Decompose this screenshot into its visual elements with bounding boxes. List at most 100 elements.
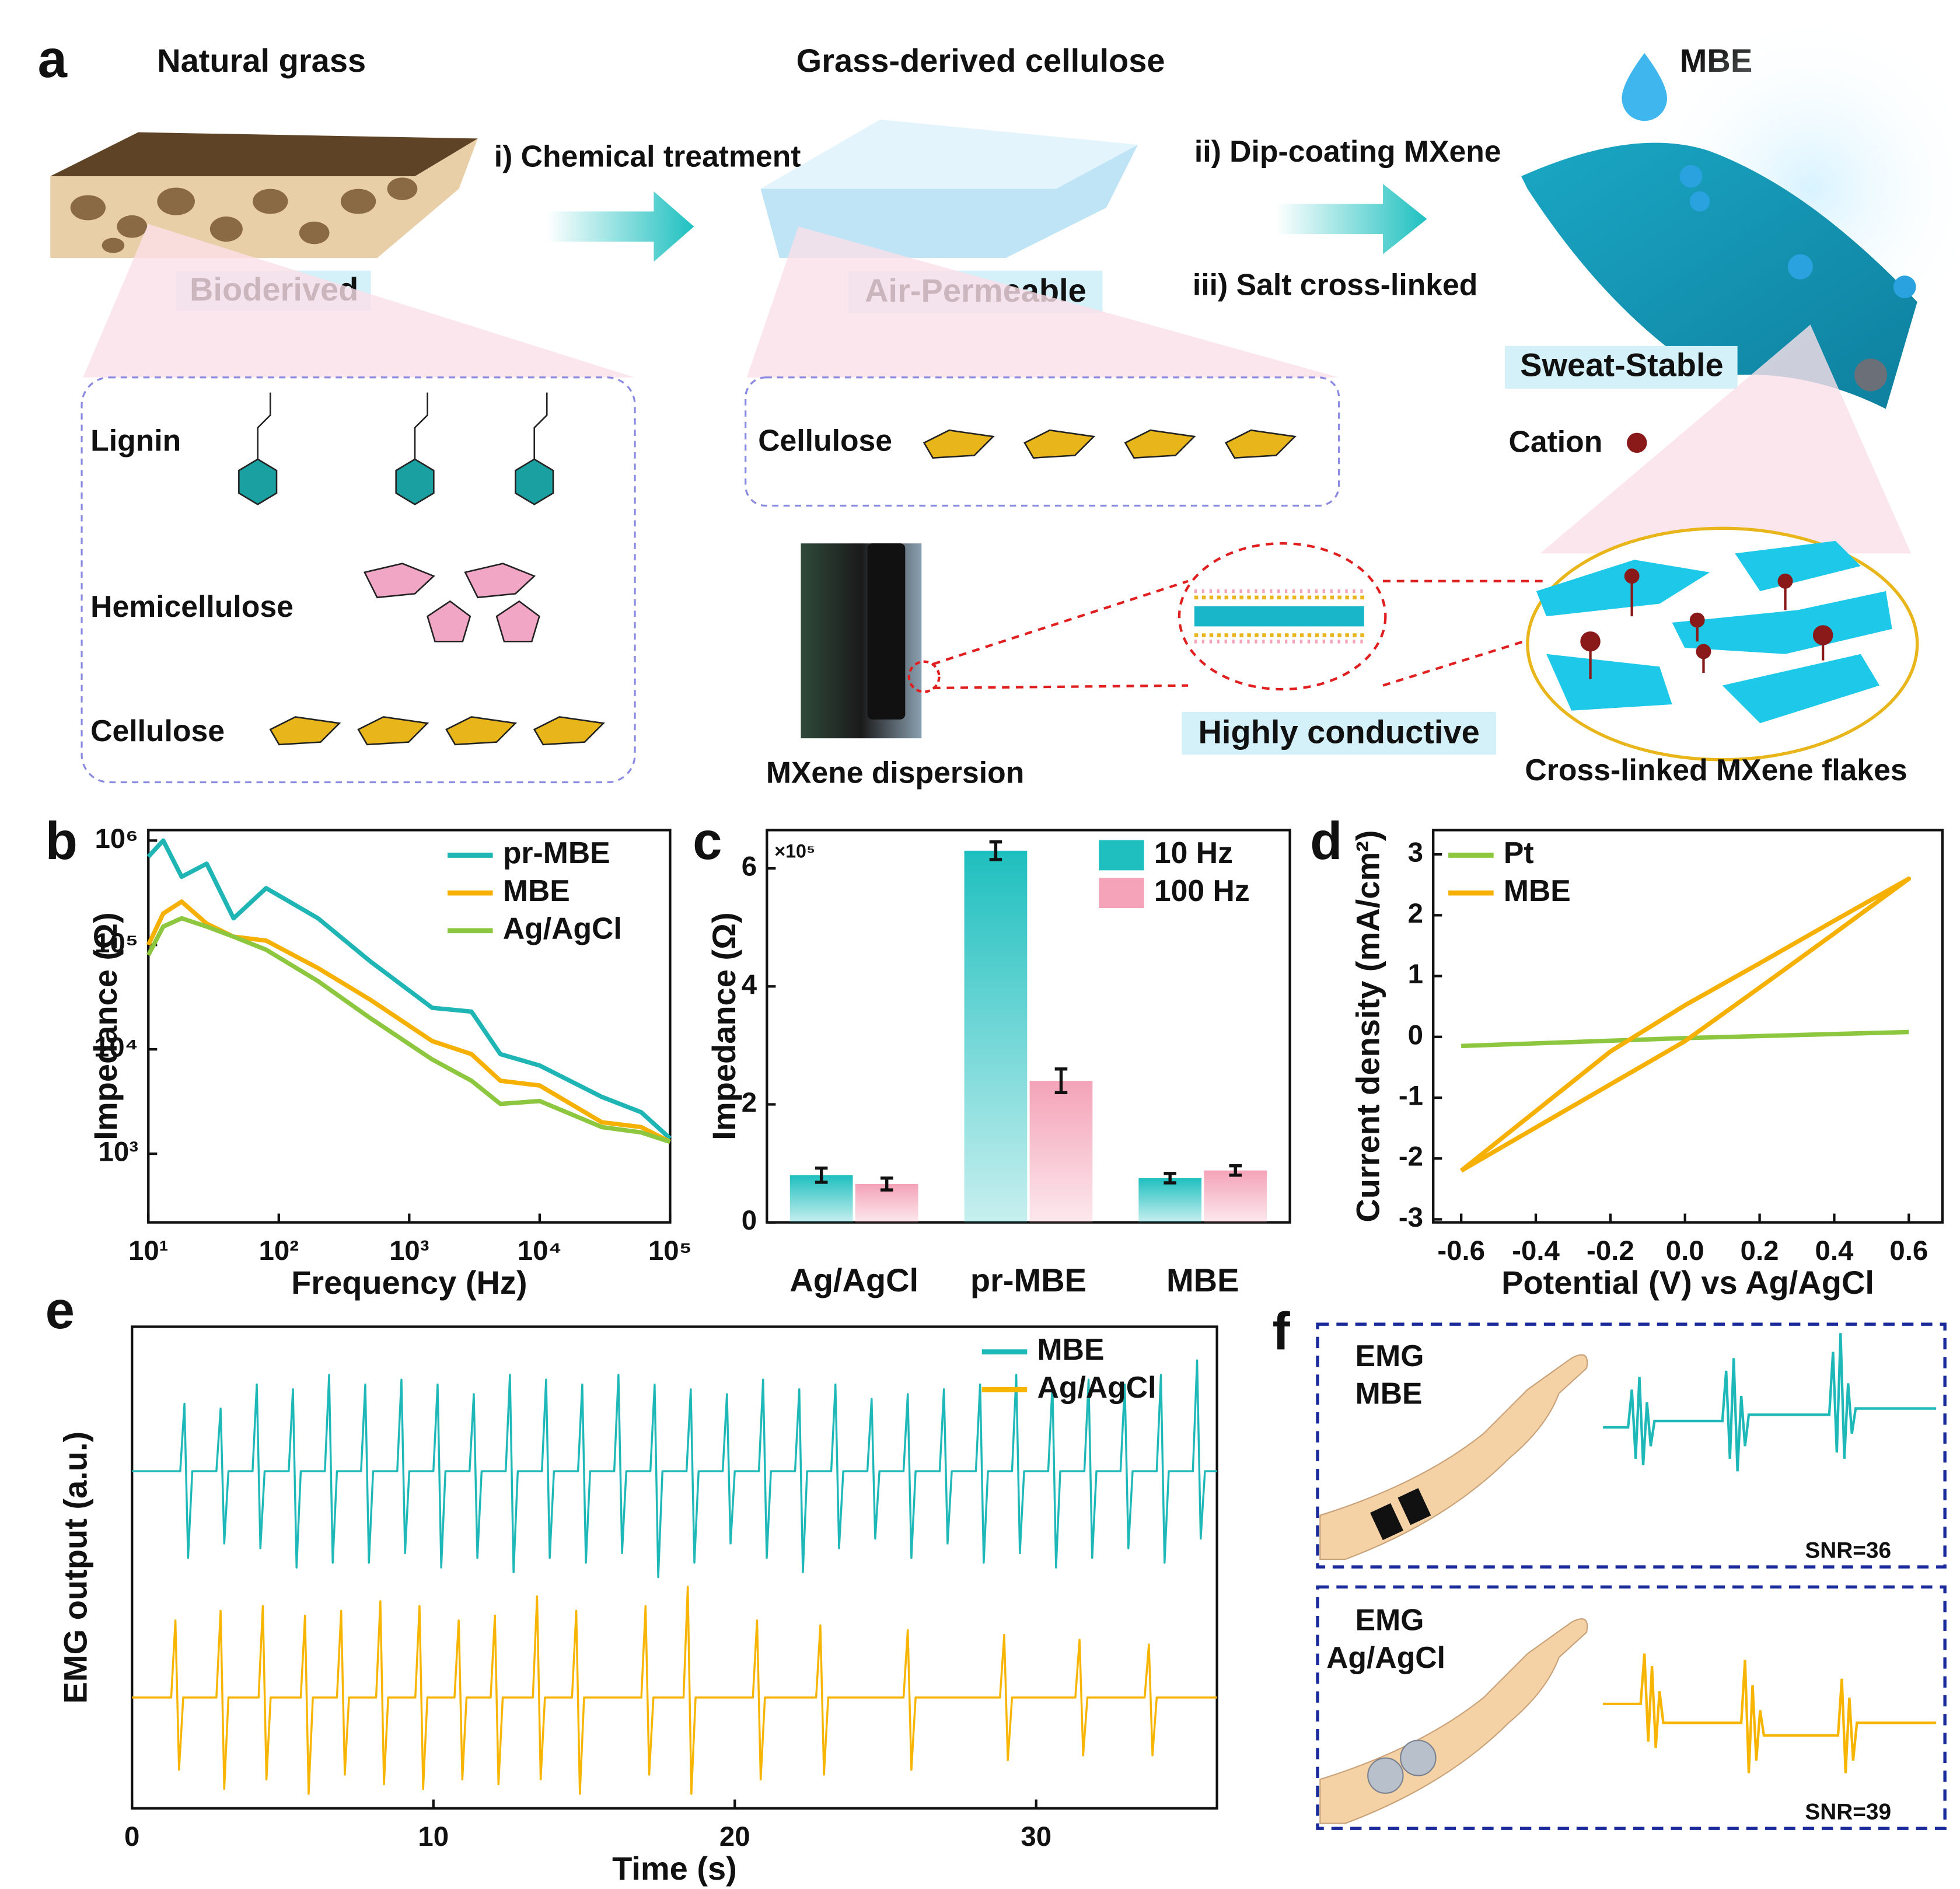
y-axis-title: Impedance (Ω) <box>87 912 124 1140</box>
emg-label: MBE <box>1355 1377 1423 1410</box>
y-tick-label: 0 <box>1408 1019 1423 1050</box>
tag: Highly conductive <box>1198 713 1479 750</box>
y-tick-label: -3 <box>1399 1202 1423 1233</box>
x-tick-label: -0.2 <box>1587 1235 1634 1266</box>
vial <box>867 543 906 720</box>
legend-swatch <box>1099 840 1144 871</box>
zoom-wedge <box>83 224 635 378</box>
category-label: pr-MBE <box>970 1262 1086 1298</box>
x-tick-label: 0.6 <box>1889 1235 1928 1266</box>
cation-ball <box>1854 358 1888 392</box>
lignin-chains <box>257 392 548 459</box>
x-tick-label: 20 <box>719 1821 750 1852</box>
y-tick-label: 3 <box>1408 837 1423 868</box>
error-bar <box>815 1166 828 1184</box>
flakes <box>1536 540 1892 724</box>
grass-pores <box>70 177 418 253</box>
grass-top <box>50 132 478 177</box>
x-tick-label: 10³ <box>389 1235 429 1266</box>
y-tick-label: 4 <box>742 969 757 1000</box>
line-series <box>146 916 671 1144</box>
panel-label: f <box>1272 1302 1290 1361</box>
bar <box>1204 1170 1267 1223</box>
cellulose-top <box>760 120 1138 189</box>
component-box <box>81 376 636 784</box>
x-tick-label: -0.6 <box>1437 1235 1485 1266</box>
bar <box>964 850 1028 1223</box>
zoom-circle <box>907 660 941 693</box>
y-tick-label: 2 <box>1408 898 1423 929</box>
snr-label: SNR=36 <box>1805 1538 1891 1563</box>
panel-f: f EMG MBE SNR=36 EMG Ag/AgCl SNR=39 <box>1272 1302 1947 1830</box>
plot-frame <box>1432 829 1944 1224</box>
panel-label: a <box>38 30 68 89</box>
line-series <box>132 1586 1217 1795</box>
y-axis-title: EMG output (a.u.) <box>57 1431 93 1704</box>
caption: Cross-linked MXene flakes <box>1525 753 1907 787</box>
mxene-flake <box>1194 589 1364 644</box>
bar <box>1029 1081 1093 1223</box>
line-series <box>1461 1029 1909 1049</box>
panel-label: c <box>693 812 722 871</box>
error-bar <box>1054 1067 1068 1094</box>
bar <box>1138 1178 1202 1223</box>
legend-label: MBE <box>1504 874 1571 907</box>
line-series <box>146 899 672 1144</box>
x-axis-title: Time (s) <box>612 1850 737 1887</box>
component-label: Cellulose <box>90 714 225 748</box>
cation-links <box>1580 568 1833 679</box>
plot-frame <box>766 829 1291 1224</box>
line-series <box>146 838 672 1140</box>
legend-label: Ag/AgCl <box>503 911 622 945</box>
y-tick-label: 1 <box>1408 959 1423 990</box>
arrow <box>547 191 694 262</box>
emg-label: EMG <box>1355 1602 1424 1636</box>
panel-label: e <box>46 1281 75 1340</box>
tag-bg <box>1505 345 1738 389</box>
legend-label: 100 Hz <box>1154 874 1250 907</box>
x-tick-label: 10⁵ <box>648 1235 692 1266</box>
snr-label: SNR=39 <box>1805 1800 1891 1825</box>
mbe-sheet <box>1521 142 1917 409</box>
y-tick-label: 6 <box>742 851 757 882</box>
y-tick-label: -2 <box>1399 1141 1423 1172</box>
caption: MXene dispersion <box>766 755 1024 789</box>
x-tick-label: -0.4 <box>1512 1235 1560 1266</box>
y-axis-title: Impedance (Ω) <box>705 912 742 1140</box>
legend-label: Pt <box>1504 836 1534 870</box>
y-tick-label: 10⁵ <box>95 928 138 959</box>
cellulose-rings <box>269 429 1297 746</box>
tag: Sweat-Stable <box>1520 346 1724 383</box>
panel-a: a Natural grass Grass-derived cellulose … <box>38 13 1960 789</box>
droplets <box>1679 165 1916 299</box>
x-tick-label: 10¹ <box>128 1235 169 1266</box>
x-tick-label: 0 <box>124 1821 139 1852</box>
panel-label: b <box>46 812 78 871</box>
x-axis-title: Frequency (Hz) <box>291 1264 527 1301</box>
y-tick-label: 10³ <box>99 1137 139 1168</box>
x-tick-label: 10 <box>418 1821 449 1852</box>
plot-frame <box>131 1325 1218 1810</box>
electrodes <box>1370 1488 1431 1541</box>
zoom-lines <box>932 542 1545 691</box>
x-tick-label: 30 <box>1021 1821 1051 1852</box>
category-label: Ag/AgCl <box>789 1262 918 1298</box>
x-tick-label: 0.0 <box>1666 1235 1704 1266</box>
emg-trace <box>1603 1333 1937 1472</box>
legend-swatch <box>1099 878 1144 909</box>
error-bar <box>880 1176 893 1192</box>
emg-label: EMG <box>1355 1339 1424 1373</box>
x-tick-label: 0.4 <box>1815 1235 1854 1266</box>
cation-label: Cation <box>1509 425 1603 459</box>
y-tick-label: 2 <box>742 1087 757 1118</box>
legend-label: MBE <box>503 874 570 907</box>
legend-label: 10 Hz <box>1154 836 1233 870</box>
y-tick-label: 10⁴ <box>94 1032 138 1063</box>
x-tick-label: 10⁴ <box>518 1235 562 1266</box>
stage-title: Natural grass <box>157 42 366 79</box>
zoom-wedge <box>1540 324 1911 554</box>
electrodes <box>1367 1740 1437 1794</box>
category-label: MBE <box>1166 1262 1239 1298</box>
y-axis-title: Current density (mA/cm²) <box>1349 830 1386 1223</box>
droplet <box>1622 53 1667 121</box>
